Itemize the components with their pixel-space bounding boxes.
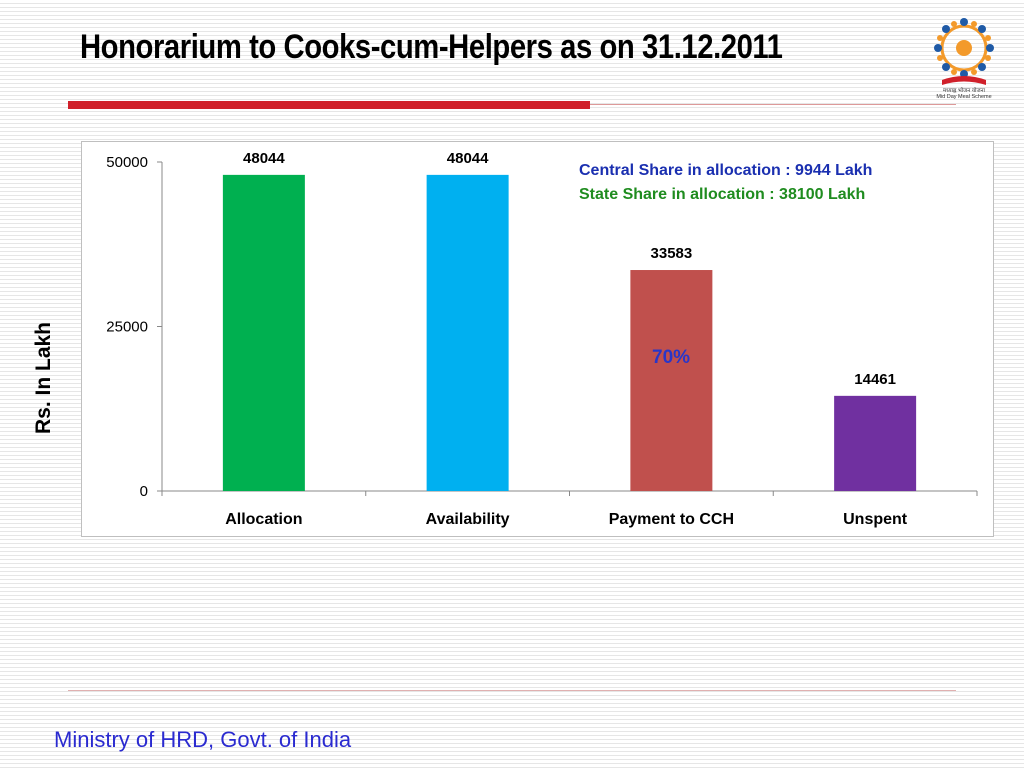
y-axis-label: Rs. In Lakh xyxy=(32,321,55,435)
slide-title: Honorarium to Cooks-cum-Helpers as on 31… xyxy=(80,28,783,66)
bar-unspent xyxy=(834,395,917,491)
bar-value-label: 48044 xyxy=(447,150,489,167)
category-label: Availability xyxy=(426,511,510,528)
bar-availability xyxy=(426,174,509,491)
bar-chart: 0 25000 50000 48044 48044 33583 14461 Allocat… xyxy=(106,150,978,528)
footer-text: Ministry of HRD, Govt. of India xyxy=(54,727,352,752)
bar-value-label: 48044 xyxy=(243,150,285,167)
logo-caption-english: Mid Day Meal Scheme xyxy=(936,94,992,100)
category-label: Payment to CCH xyxy=(609,511,734,528)
y-tick-label: 50000 xyxy=(106,154,148,171)
title-underline-red xyxy=(68,101,590,109)
category-label: Allocation xyxy=(225,511,302,528)
footer-divider xyxy=(68,690,956,691)
central-share-note: Central Share in allocation : 9944 Lakh xyxy=(579,162,873,179)
bar-value-label: 33583 xyxy=(651,245,693,262)
category-label: Unspent xyxy=(843,511,908,528)
mid-day-meal-logo-icon xyxy=(928,16,1000,102)
state-share-note: State Share in allocation : 38100 Lakh xyxy=(579,186,866,203)
logo-graphic xyxy=(934,18,994,85)
y-tick-label: 25000 xyxy=(106,319,148,336)
bar-allocation xyxy=(222,174,305,491)
chart-frame: 0 25000 50000 48044 48044 33583 14461 Allocat… xyxy=(81,141,994,537)
bar-payment-to-cch xyxy=(630,270,713,491)
payment-percent-label: 70% xyxy=(652,347,691,368)
logo-caption: मध्याह्न भोजन योजना Mid Day Meal Scheme xyxy=(924,88,1004,100)
logo-caption-hindi: मध्याह्न भोजन योजना xyxy=(942,88,986,94)
y-tick-label: 0 xyxy=(140,483,148,500)
bar-value-label: 14461 xyxy=(854,371,896,388)
title-underline-thin xyxy=(590,104,956,105)
